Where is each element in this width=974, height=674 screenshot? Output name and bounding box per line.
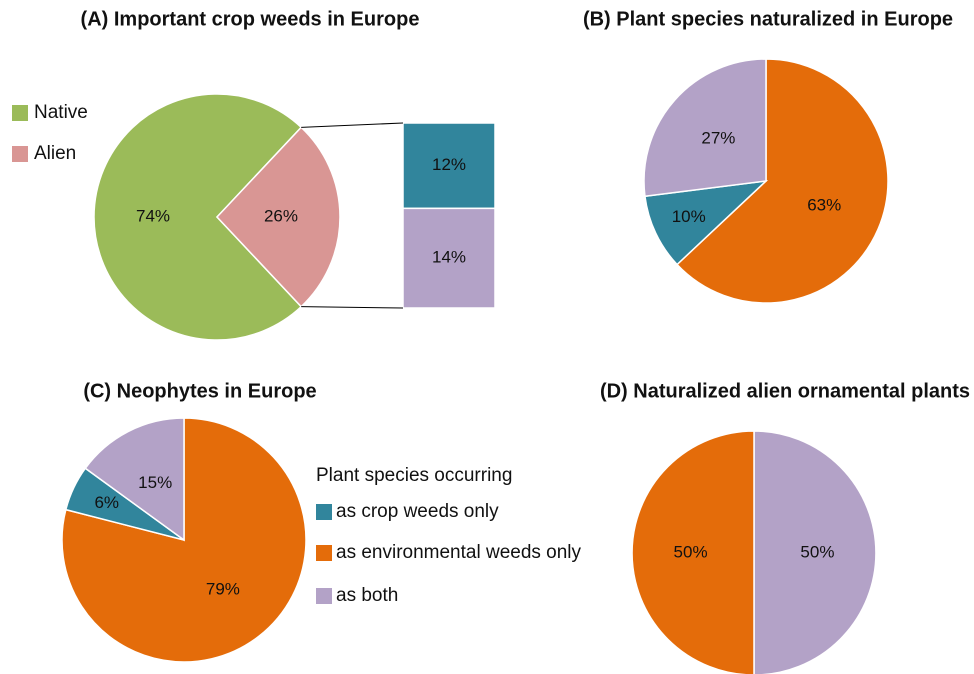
pie-slice	[643, 58, 767, 198]
legend-label: Alien	[34, 143, 76, 164]
chart-title: (D) Naturalized alien ornamental plants	[600, 380, 970, 402]
legend-swatch	[12, 146, 28, 162]
legend-title: Plant species occurring	[316, 465, 512, 486]
chart-title: (B) Plant species naturalized in Europe	[583, 8, 953, 30]
chart-title: (C) Neophytes in Europe	[83, 380, 316, 402]
legend-swatch	[316, 504, 332, 520]
data-label: 63%	[807, 196, 841, 215]
breakdown-bar	[402, 122, 496, 210]
breakdown-bar	[402, 207, 496, 309]
data-label: 10%	[672, 207, 706, 226]
connector	[301, 306, 404, 309]
data-label: 50%	[800, 542, 834, 561]
pie-slice	[753, 430, 877, 674]
legend-label: as crop weeds only	[336, 501, 499, 522]
legend-swatch	[316, 545, 332, 561]
legend-label: Native	[34, 102, 88, 123]
legend-label: as both	[336, 585, 398, 606]
legend-swatch	[316, 588, 332, 604]
legend-label: as environmental weeds only	[336, 542, 582, 563]
data-label: 14%	[432, 248, 466, 267]
pie-slice	[676, 58, 889, 304]
data-label: 50%	[674, 542, 708, 561]
pie-slice	[215, 126, 341, 308]
data-label: 12%	[432, 155, 466, 174]
data-label: 26%	[264, 206, 298, 225]
data-label: 27%	[701, 129, 735, 148]
pie-slice	[84, 417, 185, 542]
data-label: 15%	[138, 473, 172, 492]
data-label: 6%	[94, 493, 119, 512]
chart-title: (A) Important crop weeds in Europe	[81, 8, 420, 30]
pie-slice	[93, 93, 303, 341]
data-label: 74%	[136, 206, 170, 225]
pie-slice	[631, 430, 755, 674]
connector	[301, 122, 404, 128]
pie-slice	[644, 179, 769, 266]
data-label: 79%	[206, 580, 240, 599]
legend-swatch	[12, 105, 28, 121]
